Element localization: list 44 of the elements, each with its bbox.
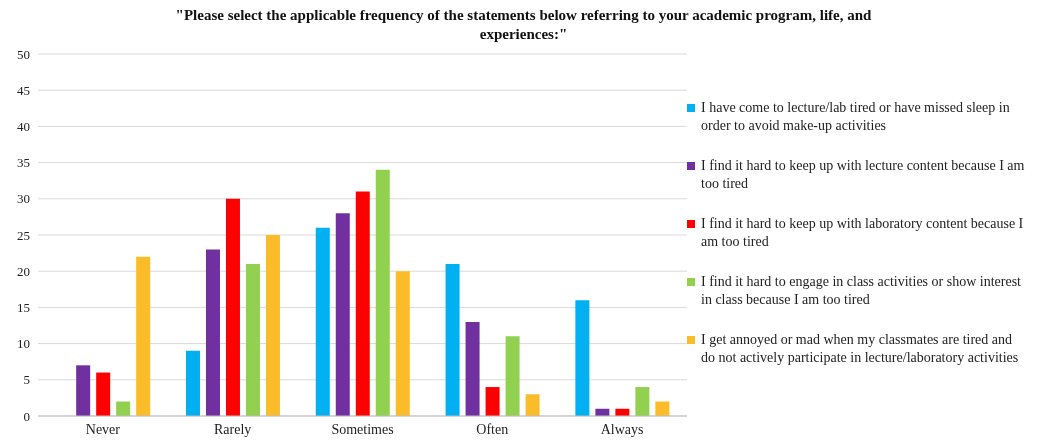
bar: [245, 263, 260, 416]
bar: [575, 300, 590, 416]
bar: [485, 387, 500, 416]
x-tick-label: Never: [85, 421, 121, 437]
bar: [116, 401, 131, 416]
y-tick-label: 50: [17, 46, 30, 62]
y-tick-label: 40: [17, 119, 30, 135]
bar: [205, 249, 220, 416]
y-tick-label: 45: [17, 82, 30, 98]
y-tick-label: 10: [17, 336, 30, 352]
bar: [655, 401, 670, 416]
bar: [395, 271, 410, 416]
bar: [335, 213, 350, 416]
legend-label: I find it hard to keep up with laboratory content because I am too tired: [701, 215, 1025, 251]
bar: [375, 169, 390, 416]
bar: [465, 321, 480, 416]
y-tick-label: 25: [17, 227, 30, 243]
bar: [136, 256, 151, 416]
legend-label: I find it hard to keep up with lecture content because I am too tired: [701, 157, 1026, 193]
bar: [445, 263, 460, 416]
legend-label: I get annoyed or mad when my classmates are tired and do not actively participate in lecture/laboratory activities: [701, 331, 1020, 367]
x-tick-label: Often: [476, 421, 509, 437]
y-tick-label: 20: [17, 263, 30, 279]
x-tick-label: Sometimes: [331, 421, 394, 437]
bar: [525, 394, 540, 416]
bar: [96, 372, 111, 416]
x-tick-label: Rarely: [214, 421, 252, 437]
y-tick-label: 5: [23, 372, 30, 388]
y-tick-label: 30: [17, 191, 30, 207]
bar: [505, 336, 520, 416]
bar: [185, 350, 200, 416]
bar: [315, 227, 330, 416]
legend-label: I find it hard to engage in class activities or show interest in class because I am too tired: [701, 273, 1022, 309]
y-tick-label: 15: [17, 300, 30, 316]
bar: [225, 198, 240, 416]
bar: [76, 365, 91, 416]
y-tick-label: 35: [17, 155, 30, 171]
bar: [355, 191, 370, 416]
x-tick-label: Always: [600, 421, 644, 437]
legend-label: I have come to lecture/lab tired or have missed sleep in order to avoid make-up activities: [701, 99, 1011, 135]
chart-title: "Please select the applicable frequency of the statements below referring to your academic program, life, and experiences:": [174, 6, 873, 44]
y-tick-label: 0: [23, 408, 30, 424]
bar: [635, 387, 650, 416]
bar: [265, 235, 280, 416]
